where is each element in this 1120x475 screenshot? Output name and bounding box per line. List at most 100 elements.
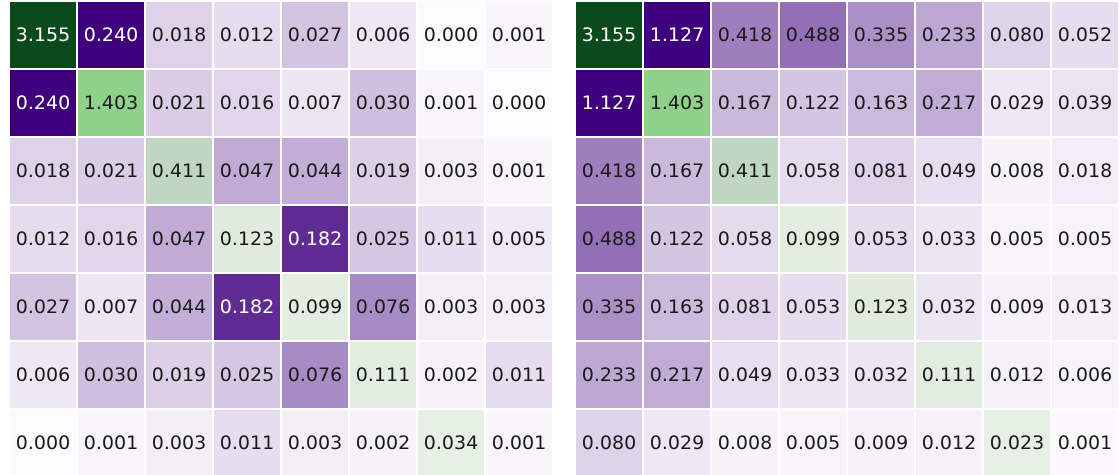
heatmap-1-cell-r2-c2 <box>712 138 778 204</box>
heatmap-0-cell-r2-c2 <box>146 138 212 204</box>
heatmap-1-label-r0-c5: 0.233 <box>922 24 976 46</box>
heatmap-0-label-r2-c6: 0.003 <box>424 160 478 182</box>
heatmap-0-label-r4-c4: 0.099 <box>288 296 342 318</box>
heatmap-0-cell-r2-c4 <box>282 138 348 204</box>
heatmap-1-cell-r1-c1 <box>644 70 710 136</box>
heatmap-0-cell-r0-c1 <box>78 2 144 68</box>
heatmap-0-cell-r0-c6 <box>418 2 484 68</box>
heatmap-0-cell-r4-c0 <box>10 274 76 340</box>
heatmap-0-cell-r3-c1 <box>78 206 144 272</box>
heatmap-0-label-r5-c2: 0.019 <box>152 364 206 386</box>
heatmap-1-cell-r1-c7 <box>1052 70 1118 136</box>
heatmap-0-label-r2-c0: 0.018 <box>16 160 70 182</box>
heatmap-1-cell-r3-c1 <box>644 206 710 272</box>
heatmap-1-cell-r3-c2 <box>712 206 778 272</box>
heatmap-1-label-r1-c4: 0.163 <box>854 92 908 114</box>
heatmap-1-label-r0-c6: 0.080 <box>990 24 1044 46</box>
heatmap-0-label-r6-c4: 0.003 <box>288 432 342 454</box>
heatmap-0-cell-r5-c3 <box>214 342 280 408</box>
heatmap-0-label-r3-c6: 0.011 <box>424 228 478 250</box>
heatmap-0-label-r5-c7: 0.011 <box>492 364 546 386</box>
heatmap-0-cell-r1-c6 <box>418 70 484 136</box>
heatmap-1-label-r2-c4: 0.081 <box>854 160 908 182</box>
heatmap-0-label-r0-c2: 0.018 <box>152 24 206 46</box>
heatmap-1-cell-r0-c3 <box>780 2 846 68</box>
heatmap-0-cell-r4-c5 <box>350 274 416 340</box>
heatmap-0-cell-r3-c0 <box>10 206 76 272</box>
heatmap-0-cell-r3-c7 <box>486 206 552 272</box>
heatmap-1-cell-r6-c7 <box>1052 410 1118 475</box>
heatmap-0-cell-r5-c6 <box>418 342 484 408</box>
heatmap-1-cell-r0-c1 <box>644 2 710 68</box>
heatmap-1-label-r0-c7: 0.052 <box>1058 24 1112 46</box>
heatmap-0-cell-r0-c0 <box>10 2 76 68</box>
heatmap-0-label-r5-c0: 0.006 <box>16 364 70 386</box>
heatmap-0-label-r3-c0: 0.012 <box>16 228 70 250</box>
heatmap-left: 3.155 0.240 0.018 0.012 0.027 0.006 0.000 0.001… <box>10 2 552 475</box>
heatmap-1-cell-r3-c5 <box>916 206 982 272</box>
heatmap-0-label-r2-c3: 0.047 <box>220 160 274 182</box>
heatmap-0-cell-r2-c3 <box>214 138 280 204</box>
heatmap-0-label-r1-c2: 0.021 <box>152 92 206 114</box>
heatmap-right: 3.155 1.127 0.418 0.488 0.335 0.233 0.080 0.052… <box>576 2 1118 475</box>
heatmap-1-label-r6-c2: 0.008 <box>718 432 772 454</box>
heatmap-1-label-r2-c3: 0.058 <box>786 160 840 182</box>
heatmap-1-cell-r5-c7 <box>1052 342 1118 408</box>
heatmap-0-cell-r5-c5 <box>350 342 416 408</box>
heatmap-1-cell-r5-c5 <box>916 342 982 408</box>
heatmap-1-label-r3-c7: 0.005 <box>1058 228 1112 250</box>
heatmap-0-cell-r4-c3 <box>214 274 280 340</box>
heatmap-0-label-r5-c3: 0.025 <box>220 364 274 386</box>
heatmap-1-label-r5-c4: 0.032 <box>854 364 908 386</box>
heatmap-0-label-r6-c7: 0.001 <box>492 432 546 454</box>
heatmap-0-cell-r4-c2 <box>146 274 212 340</box>
heatmap-0-label-r0-c6: 0.000 <box>424 24 478 46</box>
heatmap-1-label-r5-c2: 0.049 <box>718 364 772 386</box>
heatmap-1-cell-r2-c3 <box>780 138 846 204</box>
heatmap-1-label-r5-c1: 0.217 <box>650 364 704 386</box>
heatmap-1-cell-r0-c4 <box>848 2 914 68</box>
heatmap-1-cell-r3-c4 <box>848 206 914 272</box>
heatmap-0-cell-r1-c2 <box>146 70 212 136</box>
heatmap-1-cell-r2-c4 <box>848 138 914 204</box>
heatmap-0-cell-r6-c4 <box>282 410 348 475</box>
heatmap-1-label-r1-c7: 0.039 <box>1058 92 1112 114</box>
heatmap-1-cell-r4-c7 <box>1052 274 1118 340</box>
heatmap-1-label-r4-c6: 0.009 <box>990 296 1044 318</box>
heatmap-0-label-r4-c5: 0.076 <box>356 296 410 318</box>
heatmap-0-cell-r6-c5 <box>350 410 416 475</box>
heatmap-0-cell-r4-c6 <box>418 274 484 340</box>
heatmap-1-label-r6-c6: 0.023 <box>990 432 1044 454</box>
heatmap-0-label-r2-c5: 0.019 <box>356 160 410 182</box>
heatmap-0-cell-r1-c3 <box>214 70 280 136</box>
heatmap-1-label-r6-c0: 0.080 <box>582 432 636 454</box>
heatmap-1-cell-r5-c1 <box>644 342 710 408</box>
heatmap-0-cell-r2-c1 <box>78 138 144 204</box>
heatmap-1-label-r4-c0: 0.335 <box>582 296 636 318</box>
heatmap-1-cell-r1-c0 <box>576 70 642 136</box>
heatmap-0-label-r3-c4: 0.182 <box>288 228 342 250</box>
heatmap-0-label-r3-c7: 0.005 <box>492 228 546 250</box>
heatmap-1-cell-r6-c2 <box>712 410 778 475</box>
heatmap-1-label-r4-c7: 0.013 <box>1058 296 1112 318</box>
heatmap-0-cell-r1-c5 <box>350 70 416 136</box>
heatmap-1-cell-r2-c0 <box>576 138 642 204</box>
heatmap-0-cell-r4-c1 <box>78 274 144 340</box>
heatmap-1-label-r3-c5: 0.033 <box>922 228 976 250</box>
heatmap-1-label-r6-c5: 0.012 <box>922 432 976 454</box>
heatmap-1-label-r3-c0: 0.488 <box>582 228 636 250</box>
heatmap-1-cell-r3-c6 <box>984 206 1050 272</box>
heatmap-1-cell-r6-c0 <box>576 410 642 475</box>
heatmap-0-label-r0-c5: 0.006 <box>356 24 410 46</box>
heatmap-0-cell-r0-c4 <box>282 2 348 68</box>
heatmap-0-label-r6-c3: 0.011 <box>220 432 274 454</box>
heatmap-0-cell-r2-c6 <box>418 138 484 204</box>
heatmap-1-cell-r4-c4 <box>848 274 914 340</box>
heatmap-1-cell-r6-c1 <box>644 410 710 475</box>
heatmap-0-cell-r4-c7 <box>486 274 552 340</box>
heatmap-0-label-r4-c6: 0.003 <box>424 296 478 318</box>
heatmap-0-cell-r3-c6 <box>418 206 484 272</box>
heatmap-1-cell-r2-c5 <box>916 138 982 204</box>
heatmap-1-cell-r2-c7 <box>1052 138 1118 204</box>
